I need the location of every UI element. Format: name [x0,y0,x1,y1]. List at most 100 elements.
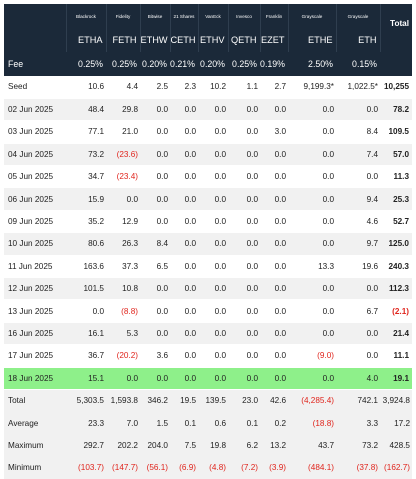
flow-value: 0.0 [228,232,260,256]
flow-value: 0.0 [336,344,380,368]
flow-value: 0.0 [228,143,260,167]
flow-value: 0.0 [260,98,288,122]
flow-value: 0.0 [198,344,228,368]
flow-value: 0.0 [170,232,198,256]
flow-value: 0.0 [66,299,106,323]
flow-value: 0.0 [260,255,288,279]
flow-value: 8.4 [336,120,380,144]
flow-value: 80.6 [66,232,106,256]
flow-value: (147.7) [106,456,140,479]
flow-value: 73.2 [336,434,380,457]
flow-value: 0.0 [170,255,198,279]
issuer-header: Bitwise [140,4,171,28]
flow-value: (4,285.4) [288,388,336,412]
flow-value: 42.6 [260,388,288,412]
table-row: 13 Jun 2025 0.0 (8.8) 0.0 0.0 0.0 0.0 0.0 0.0 6.7… [4,299,412,323]
flow-value: 26.3 [106,232,140,256]
row-total: 25.3 [380,187,412,211]
row-label: Total [4,388,66,412]
daily-flow-rows: Seed 10.6 4.4 2.5 2.3 10.2 1.1 2.7 9,199.3* 1,022… [4,76,412,390]
flow-value: 0.0 [288,367,336,390]
flow-value: 0.0 [228,322,260,346]
row-total: 428.5 [380,434,412,457]
flow-value: 4.4 [106,76,140,99]
flow-value: 163.6 [66,255,106,279]
summary-row: Maximum 292.7 202.2 204.0 7.5 19.8 6.2 13.2 43.7… [4,434,412,457]
flow-value: 13.2 [260,434,288,457]
fee-value: 0.25% [66,52,106,76]
flow-value: 10.6 [66,76,106,99]
flow-value: 3.6 [140,344,170,368]
summary-row: Minimum (103.7) (147.7) (56.1) (6.9) (4.8) (7.… [4,456,412,479]
flow-value: 0.6 [198,411,228,435]
ticker-header: QETH [228,28,261,52]
flow-value: 10.8 [106,277,140,301]
fee-value: 0.20% [198,52,228,76]
table-row: 16 Jun 2025 16.1 5.3 0.0 0.0 0.0 0.0 0.0 0.0 0.0 2… [4,322,412,346]
issuer-header: VanEck [198,4,229,28]
issuer-header: Invesco [228,4,261,28]
flow-value: 0.0 [228,367,260,390]
row-label: 17 Jun 2025 [4,344,66,368]
flow-value: 35.2 [66,210,106,234]
flow-value: 202.2 [106,434,140,457]
row-label: 12 Jun 2025 [4,277,66,301]
row-total: 3,924.8 [380,388,412,412]
row-total: 240.3 [380,255,412,279]
fee-row: Fee 0.25% 0.25% 0.20% 0.21% 0.20% 0.25% 0.19% 2… [4,52,412,76]
flow-value: 0.0 [288,210,336,234]
fee-value: 0.25% [228,52,260,76]
flow-value: 0.0 [198,322,228,346]
summary-row: Total 5,303.5 1,593.8 346.2 19.5 139.5 23.0 42.… [4,388,412,412]
flow-value: 0.0 [228,210,260,234]
row-label: Minimum [4,456,66,479]
flow-value: 0.0 [260,367,288,390]
ticker-header: ETHA [66,28,107,52]
flow-value: 34.7 [66,165,106,189]
ticker-header: ETHE [288,28,337,52]
flow-value: 0.0 [228,344,260,368]
flow-value: 0.0 [198,299,228,323]
etf-flows-table: Blackrock Fidelity Bitwise 21 Shares VanEck I… [4,4,412,479]
flow-value: 6.2 [228,434,260,457]
row-total: 109.5 [380,120,412,144]
flow-value: 10.2 [198,76,228,99]
flow-value: 7.0 [106,411,140,435]
flow-value: 6.7 [336,299,380,323]
flow-value: 73.2 [66,143,106,167]
flow-value: 0.0 [140,299,170,323]
flow-value: 0.0 [198,98,228,122]
flow-value: 0.0 [228,255,260,279]
row-label: 11 Jun 2025 [4,255,66,279]
flow-value: 19.5 [170,388,198,412]
flow-value: 0.0 [140,187,170,211]
fee-value: 0.25% [106,52,140,76]
flow-value: 0.0 [228,98,260,122]
table-row: Seed 10.6 4.4 2.5 2.3 10.2 1.1 2.7 9,199.3* 1,022… [4,76,412,99]
fee-value: 0.20% [140,52,170,76]
flow-value: 0.0 [288,232,336,256]
flow-value: 0.2 [260,411,288,435]
fee-total-spacer [380,52,412,76]
table-row: 09 Jun 2025 35.2 12.9 0.0 0.0 0.0 0.0 0.0 0.0 4.6… [4,210,412,234]
table-row: 11 Jun 2025 163.6 37.3 6.5 0.0 0.0 0.0 0.0 13.3 1… [4,255,412,279]
table-header: Blackrock Fidelity Bitwise 21 Shares VanEck I… [4,4,412,76]
total-header-spacer [380,28,412,52]
flow-value: 9.7 [336,232,380,256]
flow-value: 7.4 [336,143,380,167]
row-total: 78.2 [380,98,412,122]
flow-value: 204.0 [140,434,170,457]
row-label: 04 Jun 2025 [4,143,66,167]
flow-value: (18.8) [288,411,336,435]
fee-value: 2.50% [288,52,336,76]
flow-value: 3.3 [336,411,380,435]
flow-value: 0.0 [288,165,336,189]
table-row: 06 Jun 2025 15.9 0.0 0.0 0.0 0.0 0.0 0.0 0.0 9.4 2… [4,187,412,211]
ticker-row: ETHA FETH ETHW CETH ETHV QETH EZET ETHE ETH [4,28,412,52]
flow-value: 1,022.5* [336,76,380,99]
flow-value: 0.0 [140,367,170,390]
flow-value: (7.2) [228,456,260,479]
fee-label: Fee [4,52,66,76]
flow-value: (4.8) [198,456,228,479]
flow-value: 0.0 [288,299,336,323]
